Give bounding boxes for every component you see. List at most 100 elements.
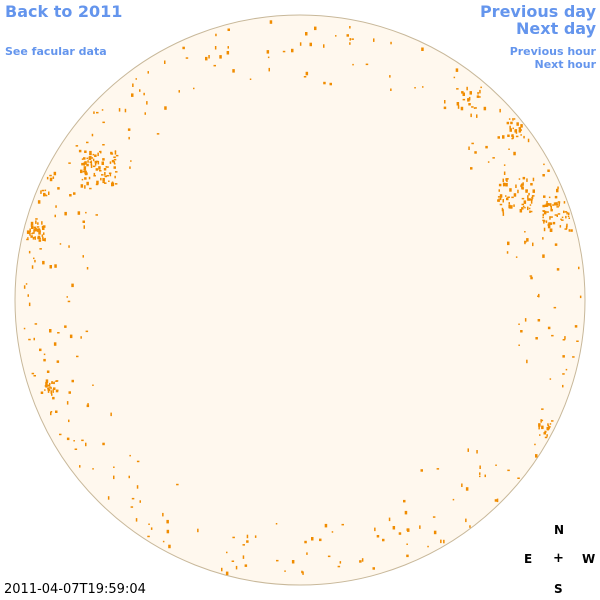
facula-mark	[512, 118, 514, 121]
facula-mark	[56, 360, 60, 363]
facula-mark	[94, 154, 97, 157]
facula-mark	[528, 207, 531, 210]
facula-mark	[532, 177, 535, 182]
facula-mark	[51, 381, 53, 384]
facula-mark	[550, 208, 553, 212]
facula-mark	[39, 348, 42, 352]
facula-mark	[84, 177, 87, 180]
facula-mark	[474, 107, 477, 109]
facula-mark	[337, 565, 341, 568]
facula-mark	[303, 76, 307, 78]
back-to-year-link[interactable]: Back to 2011	[5, 2, 123, 21]
facula-mark	[45, 379, 49, 383]
facula-mark	[305, 32, 308, 36]
facula-mark	[225, 571, 229, 576]
facula-mark	[551, 420, 554, 422]
facula-mark	[527, 206, 529, 211]
facula-mark	[527, 198, 530, 201]
facula-mark	[42, 260, 45, 265]
facula-mark	[527, 138, 530, 143]
facula-mark	[443, 106, 447, 110]
facula-mark	[28, 338, 31, 341]
facula-mark	[46, 176, 49, 180]
facula-mark	[111, 159, 115, 163]
facula-mark	[508, 202, 510, 205]
facula-mark	[519, 129, 522, 131]
facula-mark	[102, 181, 105, 184]
facula-mark	[185, 57, 189, 59]
facula-mark	[99, 150, 102, 153]
facula-mark	[84, 185, 86, 189]
facula-mark	[44, 389, 46, 391]
facula-mark	[507, 196, 510, 198]
facula-mark	[267, 56, 270, 59]
facula-mark	[540, 419, 542, 421]
facula-mark	[526, 238, 529, 242]
next-hour-link[interactable]: Next hour	[534, 58, 597, 71]
facula-mark	[550, 216, 553, 218]
facula-mark	[86, 157, 88, 160]
facula-mark	[473, 107, 476, 109]
previous-hour-link[interactable]: Previous hour	[509, 45, 596, 58]
facula-mark	[525, 189, 528, 192]
facula-mark	[460, 106, 464, 111]
facula-mark	[512, 136, 514, 140]
facula-mark	[102, 158, 105, 161]
facula-mark	[566, 212, 568, 215]
facula-mark	[339, 561, 342, 564]
facula-mark	[86, 267, 89, 270]
facula-mark	[497, 136, 500, 139]
facula-mark	[80, 169, 83, 174]
facula-mark	[502, 178, 504, 183]
compass-west-label: W	[582, 552, 596, 566]
facula-mark	[164, 60, 166, 64]
facula-mark	[465, 487, 469, 491]
facula-mark	[503, 171, 506, 175]
facula-mark	[87, 160, 89, 163]
facula-mark	[554, 214, 558, 216]
facula-mark	[85, 330, 89, 333]
facula-mark	[40, 391, 44, 394]
facula-mark	[457, 105, 460, 109]
facula-mark	[166, 519, 169, 524]
see-facular-data-link[interactable]: See facular data	[5, 45, 107, 58]
facula-mark	[516, 122, 519, 126]
facula-mark	[53, 342, 57, 346]
facula-mark	[327, 555, 331, 558]
facula-mark	[113, 166, 116, 169]
facula-mark	[52, 389, 54, 393]
facula-mark	[92, 468, 94, 470]
facula-mark	[556, 214, 558, 217]
facula-mark	[29, 232, 31, 236]
facula-mark	[505, 178, 509, 180]
facula-mark	[513, 204, 515, 207]
facula-mark	[90, 160, 92, 162]
facula-mark	[553, 202, 557, 205]
facula-mark	[502, 182, 506, 187]
facula-mark	[33, 337, 35, 341]
facula-mark	[466, 86, 468, 91]
facula-mark	[94, 162, 97, 166]
facula-mark	[523, 135, 525, 139]
facula-mark	[563, 201, 566, 204]
facula-mark	[495, 464, 497, 466]
facula-mark	[104, 172, 106, 176]
facula-mark	[31, 265, 34, 269]
facula-mark	[476, 95, 480, 98]
next-day-link[interactable]: Next day	[516, 19, 596, 38]
facula-mark	[35, 218, 38, 220]
compass-east-label: E	[524, 552, 533, 566]
facula-mark	[518, 344, 520, 346]
previous-day-link[interactable]: Previous day	[479, 2, 596, 21]
facula-mark	[136, 460, 140, 463]
facula-mark	[524, 206, 526, 209]
facula-mark	[266, 50, 270, 54]
facula-mark	[29, 228, 31, 232]
facula-mark	[498, 189, 500, 192]
facula-mark	[335, 35, 337, 37]
facula-mark	[304, 540, 307, 544]
facula-mark	[511, 205, 513, 209]
facula-mark	[26, 238, 29, 241]
facula-mark	[81, 158, 84, 160]
facula-mark	[565, 225, 568, 230]
